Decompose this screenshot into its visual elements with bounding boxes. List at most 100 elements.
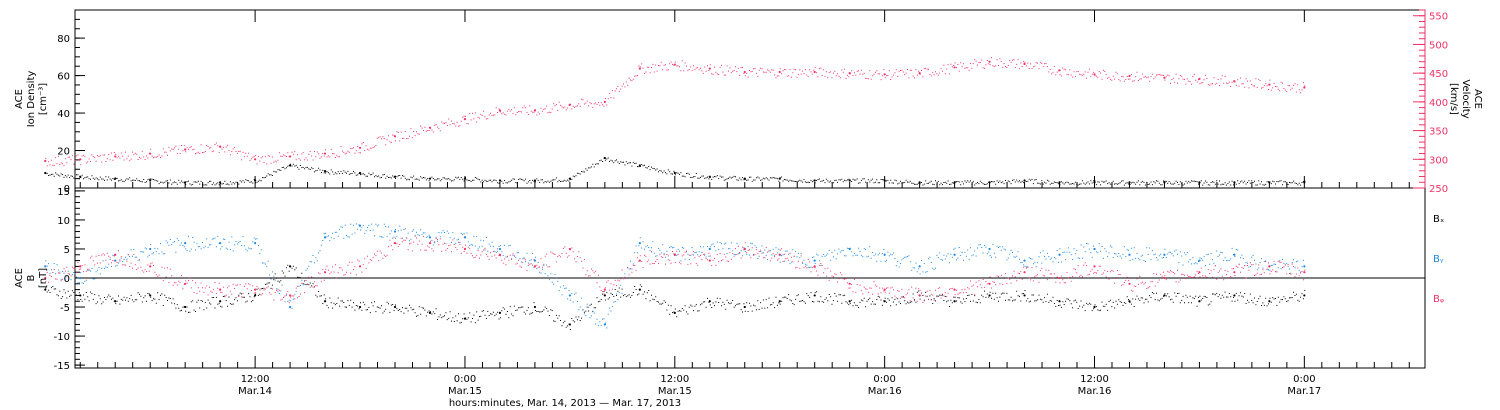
x-tick-time-3: 0:00 — [873, 374, 895, 385]
bx-point-21 — [778, 300, 781, 303]
velocity-tick-label-4: 450 — [1429, 69, 1448, 80]
bfield-tick-label-0: -15 — [54, 361, 70, 372]
x-tick-time-5: 0:00 — [1293, 374, 1315, 385]
density-point-12 — [463, 177, 467, 180]
bz-point-26 — [953, 288, 956, 291]
velocity-point-8 — [323, 152, 327, 155]
x-tick-date-1: Mar.15 — [448, 386, 482, 397]
x-tick-date-0: Mar.14 — [238, 386, 272, 397]
bx-point-10 — [393, 305, 397, 309]
by-point-1 — [79, 276, 82, 280]
x-tick-time-4: 12:00 — [1080, 374, 1109, 385]
velocity-point-2 — [114, 155, 117, 158]
velocity-axis-label: ACE Velocity [km/s] — [1448, 79, 1483, 118]
bz-point-2 — [114, 253, 117, 256]
bz-point-5 — [219, 288, 222, 291]
bfield-tick-label-1: -10 — [54, 332, 70, 343]
bx-point-31 — [1128, 300, 1131, 303]
by-point-10 — [393, 230, 397, 233]
density-point-5 — [219, 181, 222, 184]
top-left-axis: 0 20 40 60 80 — [57, 18, 85, 195]
bz-scatter — [45, 235, 1306, 304]
x-tick-date-4: Mar.16 — [1078, 386, 1112, 397]
bfield-tick-label-6: 15 — [57, 187, 70, 198]
bz-point-33 — [1198, 271, 1201, 274]
bfield-label-line1: ACE — [14, 268, 25, 288]
by-point-26 — [953, 253, 956, 256]
bz-point-31 — [1128, 282, 1131, 285]
bx-scatter — [45, 264, 1306, 330]
density-label-line2: Ion Density — [26, 71, 37, 128]
density-axis-label: ACE Ion Density [cm⁻³] — [14, 71, 49, 128]
bz-point-8 — [323, 271, 327, 274]
bz-point-16 — [603, 288, 606, 291]
x-tick-date-5: Mar.17 — [1287, 386, 1321, 397]
velocity-tick-label-1: 300 — [1429, 155, 1448, 166]
density-tick-label-1: 20 — [57, 147, 70, 158]
bx-point-0 — [44, 288, 47, 291]
velocity-label-line3: [km/s] — [1448, 83, 1459, 115]
bx-point-28 — [1023, 294, 1026, 297]
velocity-point-30 — [1093, 73, 1096, 76]
density-point-14 — [533, 179, 537, 182]
bz-point-11 — [428, 242, 432, 245]
velocity-point-25 — [918, 72, 921, 75]
x-tick-date-3: Mar.16 — [868, 386, 902, 397]
bz-point-12 — [463, 247, 467, 251]
bx-point-1 — [79, 294, 82, 297]
bx-point-22 — [813, 294, 816, 297]
density-tick-label-0: 0 — [64, 184, 70, 195]
bx-point-8 — [323, 300, 327, 303]
bfield-tick-label-3: 0 — [64, 274, 70, 285]
by-point-0 — [44, 265, 47, 268]
bz-point-36 — [1303, 271, 1306, 274]
bx-point-23 — [848, 300, 851, 303]
bx-point-17 — [638, 288, 641, 291]
bz-point-35 — [1268, 265, 1271, 268]
by-point-29 — [1058, 253, 1061, 256]
top-panel-frame — [74, 9, 1426, 189]
by-point-15 — [568, 294, 571, 297]
density-point-32 — [1163, 181, 1166, 184]
by-point-27 — [988, 247, 991, 251]
velocity-series — [44, 57, 1306, 167]
velocity-tick-label-5: 500 — [1429, 40, 1448, 51]
bx-point-13 — [498, 311, 502, 314]
velocity-point-19 — [708, 67, 711, 70]
x-axis: 12:00Mar.140:00Mar.1512:00Mar.150:00Mar.… — [79, 10, 1410, 397]
velocity-point-21 — [778, 70, 781, 74]
bfield-label-line3: [nT] — [38, 268, 49, 288]
bx-series — [44, 264, 1306, 330]
top-series-group — [44, 57, 1306, 186]
by-point-8 — [323, 236, 327, 239]
by-point-36 — [1303, 265, 1306, 268]
density-point-8 — [323, 170, 327, 173]
velocity-point-32 — [1163, 76, 1166, 79]
bfield-tick-label-5: 10 — [57, 216, 70, 227]
bx-point-7 — [288, 265, 292, 268]
velocity-point-22 — [813, 70, 816, 74]
bz-point-30 — [1093, 265, 1096, 268]
x-tick-date-2: Mar.15 — [658, 386, 692, 397]
by-point-24 — [883, 253, 886, 256]
bx-point-27 — [988, 294, 991, 297]
legend-bz: Bᵩ — [1433, 294, 1444, 305]
bz-point-21 — [778, 253, 781, 256]
bz-point-7 — [288, 294, 292, 297]
bx-point-30 — [1093, 305, 1096, 309]
velocity-point-9 — [358, 146, 362, 149]
bx-point-20 — [743, 305, 746, 309]
bz-point-0 — [44, 276, 47, 280]
velocity-point-28 — [1023, 62, 1026, 66]
x-axis-title: hours:minutes, Mar. 14, 2013 — Mar. 17, … — [449, 398, 681, 409]
bx-point-36 — [1303, 294, 1306, 297]
velocity-point-17 — [638, 67, 641, 70]
density-point-29 — [1058, 181, 1061, 184]
bx-point-34 — [1233, 294, 1236, 297]
density-point-31 — [1128, 181, 1131, 184]
velocity-tick-label-3: 400 — [1429, 98, 1448, 109]
x-tick-time-2: 12:00 — [660, 374, 689, 385]
velocity-point-35 — [1268, 83, 1271, 86]
